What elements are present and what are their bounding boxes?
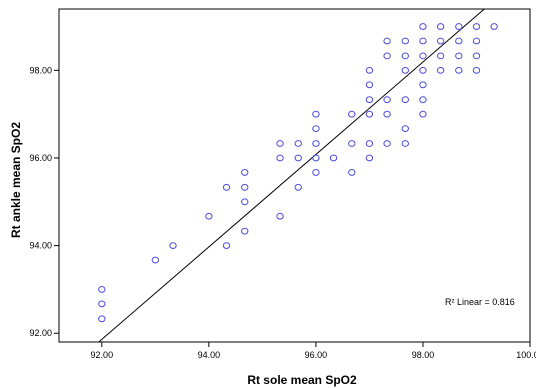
r-squared-label: R² Linear = 0.816 [445, 297, 515, 307]
data-point [312, 169, 320, 176]
data-point [312, 110, 320, 118]
data-point [276, 212, 284, 220]
data-point [365, 81, 374, 89]
data-point [419, 96, 427, 104]
data-point [98, 286, 106, 293]
data-point [294, 183, 302, 191]
data-point [276, 154, 284, 162]
data-point [419, 110, 427, 118]
data-point [241, 198, 249, 206]
data-point [169, 242, 177, 250]
data-point [312, 140, 320, 147]
data-point [455, 37, 463, 45]
data-point [312, 125, 320, 133]
data-point [472, 66, 481, 74]
y-tick-label: 92.00 [29, 328, 52, 338]
data-point [294, 154, 302, 162]
data-point [472, 37, 481, 45]
data-point [222, 183, 231, 191]
data-point [419, 81, 427, 89]
data-point [455, 23, 463, 30]
data-point [348, 140, 356, 147]
data-point [383, 140, 391, 147]
data-point [205, 212, 213, 220]
y-tick-label: 96.00 [29, 153, 52, 163]
data-point [401, 125, 409, 133]
data-point [348, 110, 356, 118]
data-point [365, 110, 374, 118]
data-point [455, 66, 463, 74]
data-point [222, 242, 231, 250]
plot-area: 92.00 94.00 96.00 98.00 100.00 92.00 94.00 96.0… [29, 8, 536, 360]
data-point [472, 52, 481, 60]
data-point [383, 37, 391, 45]
x-tick-label: 92.00 [91, 350, 114, 360]
data-point [329, 154, 338, 162]
data-point [241, 227, 249, 235]
data-point [383, 96, 391, 104]
data-point [241, 183, 249, 191]
data-point [365, 140, 374, 147]
data-point [98, 315, 106, 323]
data-point [436, 23, 445, 30]
data-point [419, 66, 427, 74]
data-point [436, 66, 445, 74]
data-point [383, 110, 391, 118]
x-tick-label: 94.00 [198, 350, 221, 360]
y-tick-label: 94.00 [29, 241, 52, 251]
data-point [383, 52, 391, 60]
data-point [276, 140, 284, 147]
data-point [472, 23, 481, 30]
plot-frame [58, 8, 531, 343]
data-point [419, 37, 427, 45]
data-point [365, 96, 374, 104]
data-point [436, 37, 445, 45]
x-tick-label: 100.00 [516, 350, 536, 360]
x-axis-title: Rt sole mean SpO2 [247, 373, 357, 387]
data-point [98, 300, 106, 308]
y-axis-title: Rt ankle mean SpO2 [9, 122, 23, 238]
data-point [365, 66, 374, 74]
data-point [419, 23, 427, 30]
data-point [312, 154, 320, 162]
y-tick-label: 98.00 [29, 65, 52, 75]
data-point [401, 66, 409, 74]
data-point [455, 52, 463, 60]
fit-line [98, 9, 486, 342]
data-point [151, 256, 160, 264]
data-point [348, 169, 356, 176]
data-point [401, 140, 409, 147]
data-point [436, 52, 445, 60]
data-point [419, 52, 427, 60]
data-point [401, 37, 409, 45]
data-point [365, 154, 374, 162]
data-point [401, 96, 409, 104]
data-point [241, 169, 249, 176]
x-tick-label: 96.00 [305, 350, 328, 360]
data-point [490, 23, 498, 30]
data-point [294, 140, 302, 147]
x-tick-label: 98.00 [412, 350, 435, 360]
data-point [401, 52, 409, 60]
